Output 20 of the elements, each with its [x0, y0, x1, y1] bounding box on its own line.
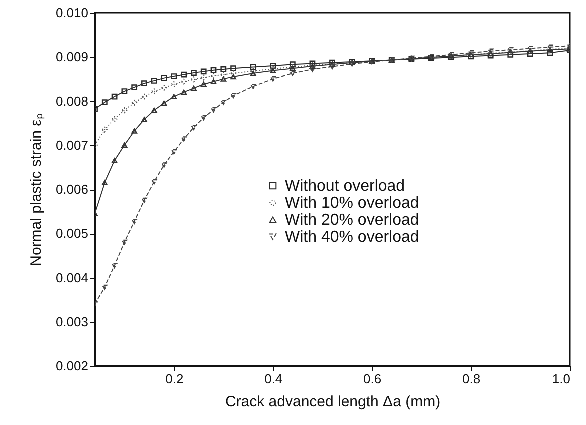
legend-label: Without overload [285, 178, 406, 195]
y-tick-label: 0.005 [56, 226, 88, 242]
x-axis-title: Crack advanced length Δa (mm) [225, 394, 441, 410]
y-tick-label: 0.009 [56, 50, 88, 65]
y-tick-label: 0.006 [56, 182, 88, 197]
y-tick-label: 0.010 [56, 6, 88, 20]
y-tick-label: 0.003 [56, 314, 88, 330]
legend-label: With 40% overload [285, 229, 420, 246]
y-tick-label: 0.008 [56, 94, 88, 109]
x-tick-label: 0.8 [462, 372, 481, 386]
y-tick-label: 0.004 [56, 270, 88, 286]
x-tick-label: 0.4 [264, 372, 283, 386]
y-axis-title: Normal plastic strain εₚ [28, 114, 45, 266]
x-tick-label: 1.0 [552, 372, 570, 386]
x-tick-label: 0.6 [364, 372, 382, 386]
y-tick-label: 0.007 [56, 138, 88, 153]
y-tick-label: 0.002 [56, 358, 88, 374]
x-tick-label: 0.2 [166, 372, 184, 386]
legend-label: With 20% overload [285, 212, 420, 229]
legend-label: With 10% overload [285, 195, 420, 212]
